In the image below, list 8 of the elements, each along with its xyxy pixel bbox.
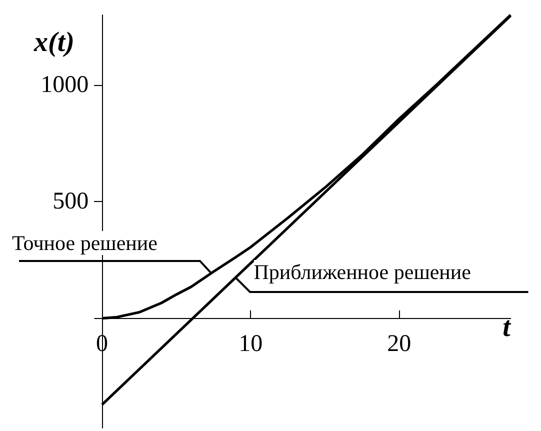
y-axis-title: x(t) <box>34 27 74 59</box>
annotation: Точное решение <box>12 231 158 255</box>
y-tick-label: 500 <box>52 188 89 215</box>
x-axis-title: t <box>502 312 510 344</box>
x-tick-label: 10 <box>238 331 263 358</box>
annotation: Приближенное решение <box>254 260 471 284</box>
y-tick-label: 1000 <box>40 72 89 98</box>
x-tick-label: 20 <box>387 331 412 358</box>
